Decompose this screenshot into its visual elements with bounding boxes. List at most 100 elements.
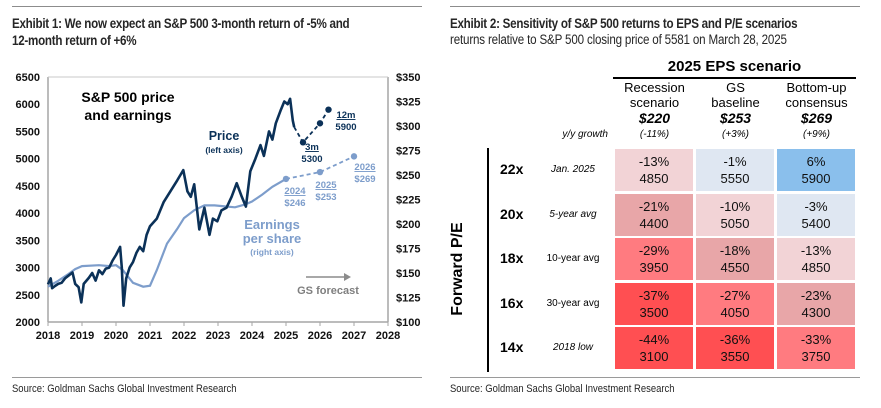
x-tick-label: 2021 xyxy=(138,330,162,342)
pe-description: 2018 low xyxy=(552,342,594,353)
cell-return: -3% xyxy=(804,198,828,214)
annotation-2025-label: 2025 xyxy=(315,180,337,191)
scenario-cell: -33% 3750 xyxy=(777,327,855,369)
cell-return: -21% xyxy=(638,198,670,214)
eps-forecast-point xyxy=(282,175,290,183)
column-header: Bottom-up consensus xyxy=(777,80,856,110)
x-tick-label: 2024 xyxy=(240,330,265,342)
annotation-2025-value: $253 xyxy=(315,192,336,203)
gs-forecast-label: GS forecast xyxy=(297,285,359,297)
x-tick-label: 2027 xyxy=(342,330,366,342)
pe-multiple: 20x xyxy=(500,205,524,222)
left-y-tick-label: 2500 xyxy=(16,290,40,302)
pe-multiple: 14x xyxy=(500,339,524,355)
pe-description: Jan. 2025 xyxy=(551,164,595,175)
cell-return: -18% xyxy=(719,243,751,258)
cell-return: -27% xyxy=(719,287,751,303)
cell-price: 3750 xyxy=(801,349,831,364)
annotation-2026-value: $269 xyxy=(354,174,375,185)
scenario-cell: -29% 3950 xyxy=(615,238,693,280)
cell-price: 4550 xyxy=(720,260,750,275)
pe-description: 10-year avg xyxy=(546,253,600,264)
eps-forecast-point xyxy=(316,168,324,176)
cell-return: -13% xyxy=(800,243,832,258)
cell-price: 5900 xyxy=(801,171,831,186)
bottom-divider xyxy=(12,377,422,378)
left-y-tick-label: 6000 xyxy=(16,99,40,111)
cell-price: 5050 xyxy=(720,215,750,231)
right-y-tick-label: $300 xyxy=(396,121,420,133)
column-header-line1: Recession xyxy=(624,80,685,95)
right-y-tick-label: $275 xyxy=(396,146,420,158)
pe-multiple: 22x xyxy=(500,161,524,177)
right-y-tick-label: $350 xyxy=(396,72,420,84)
scenario-cell: -18% 4550 xyxy=(696,238,774,280)
column-header: GS baseline xyxy=(696,80,775,110)
bottom-divider xyxy=(450,377,860,378)
x-tick-label: 2018 xyxy=(36,330,60,342)
annotation-3m-value: 5300 xyxy=(301,154,322,165)
column-header-line2: consensus xyxy=(785,95,848,110)
x-tick-label: 2028 xyxy=(376,330,400,342)
scenario-cell: -13% 4850 xyxy=(777,238,855,280)
sp500-price-earnings-chart: 2018 2019 2020 2021 2022 2023 2024 2025 2026 2027… xyxy=(16,72,421,342)
scenario-cell: -3% 5400 xyxy=(777,193,855,236)
price-forecast-point xyxy=(299,139,307,146)
scenario-cell: -10% 5050 xyxy=(696,193,774,236)
x-tick-label: 2019 xyxy=(70,330,94,342)
exhibit-1-title-line2: 12-month return of +6% xyxy=(12,33,137,48)
annotation-2024-value: $246 xyxy=(284,198,305,209)
cell-price: 3500 xyxy=(639,304,669,320)
eps-label-line2: per share xyxy=(243,231,302,246)
right-y-tick-label: $225 xyxy=(396,195,420,207)
price-forecast-point xyxy=(325,106,332,113)
right-y-tick-label: $125 xyxy=(396,293,420,305)
scenario-cell: -36% 3550 xyxy=(696,327,774,369)
cell-return: -33% xyxy=(800,332,832,347)
chart-title-line1: S&P 500 price xyxy=(81,89,174,105)
pe-description: 30-year avg xyxy=(546,297,600,309)
right-y-tick-label: $175 xyxy=(396,244,420,256)
eps-axis-note: (right axis) xyxy=(250,247,294,257)
pe-description: 5-year avg xyxy=(549,208,597,220)
top-divider xyxy=(450,6,860,7)
column-eps-value: $220 xyxy=(638,110,671,126)
exhibit-2-title: Exhibit 2: Sensitivity of S&P 500 return… xyxy=(450,16,798,31)
eps-forecast-point xyxy=(350,153,358,160)
column-header-line2: scenario xyxy=(629,95,680,110)
exhibit-2-source: Source: Goldman Sachs Global Investment … xyxy=(450,383,675,395)
column-growth: (+9%) xyxy=(803,129,830,140)
pe-axis-line xyxy=(487,148,489,372)
cell-price: 3550 xyxy=(720,349,750,364)
x-tick-label: 2022 xyxy=(172,330,196,342)
scenario-cell: 6% 5900 xyxy=(777,149,855,191)
cell-price: 5550 xyxy=(720,171,750,186)
column-growth: (+3%) xyxy=(722,129,749,140)
right-y-tick-label: $100 xyxy=(396,317,420,329)
left-y-tick-label: 5500 xyxy=(16,126,40,138)
column-growth: (-11%) xyxy=(639,129,670,140)
exhibit-2-subtitle: returns relative to S&P 500 closing pric… xyxy=(450,32,787,47)
cell-price: 4400 xyxy=(639,215,669,231)
annotation-3m-label: 3m xyxy=(305,142,319,153)
right-y-tick-label: $325 xyxy=(396,97,420,109)
price-axis-note: (left axis) xyxy=(205,145,242,155)
cell-return: -1% xyxy=(723,154,747,169)
forward-pe-label: Forward P/E xyxy=(449,222,466,316)
cell-return: -23% xyxy=(800,287,832,303)
column-header-line1: GS xyxy=(726,80,745,95)
exhibit-1-title-line1: Exhibit 1: We now expect an S&P 500 3-mo… xyxy=(12,16,350,31)
left-y-tick-label: 4500 xyxy=(16,181,40,193)
x-tick-label: 2023 xyxy=(206,330,230,342)
top-divider xyxy=(12,6,422,7)
scenario-cell: -23% 4300 xyxy=(777,282,855,325)
annotation-12m-value: 5900 xyxy=(335,122,356,133)
price-line xyxy=(46,97,296,307)
eps-forecast-line xyxy=(285,155,355,180)
right-y-tick-label: $150 xyxy=(396,268,420,280)
annotation-2026-label: 2026 xyxy=(354,162,375,173)
price-forecast-line xyxy=(293,109,330,144)
cell-return: -13% xyxy=(638,154,670,169)
right-y-tick-label: $200 xyxy=(396,219,420,231)
cell-price: 4850 xyxy=(639,171,669,186)
